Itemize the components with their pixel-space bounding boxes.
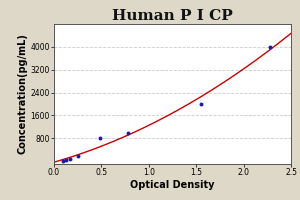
Point bbox=[97, 137, 102, 140]
Point bbox=[268, 45, 272, 48]
Point bbox=[199, 102, 203, 106]
Title: Human P I CP: Human P I CP bbox=[112, 9, 233, 23]
X-axis label: Optical Density: Optical Density bbox=[130, 180, 215, 190]
Point bbox=[75, 155, 80, 158]
Point bbox=[125, 131, 130, 134]
Point bbox=[61, 160, 66, 163]
Point bbox=[68, 157, 73, 160]
Point bbox=[64, 159, 69, 162]
Y-axis label: Concentration(pg/mL): Concentration(pg/mL) bbox=[18, 34, 28, 154]
